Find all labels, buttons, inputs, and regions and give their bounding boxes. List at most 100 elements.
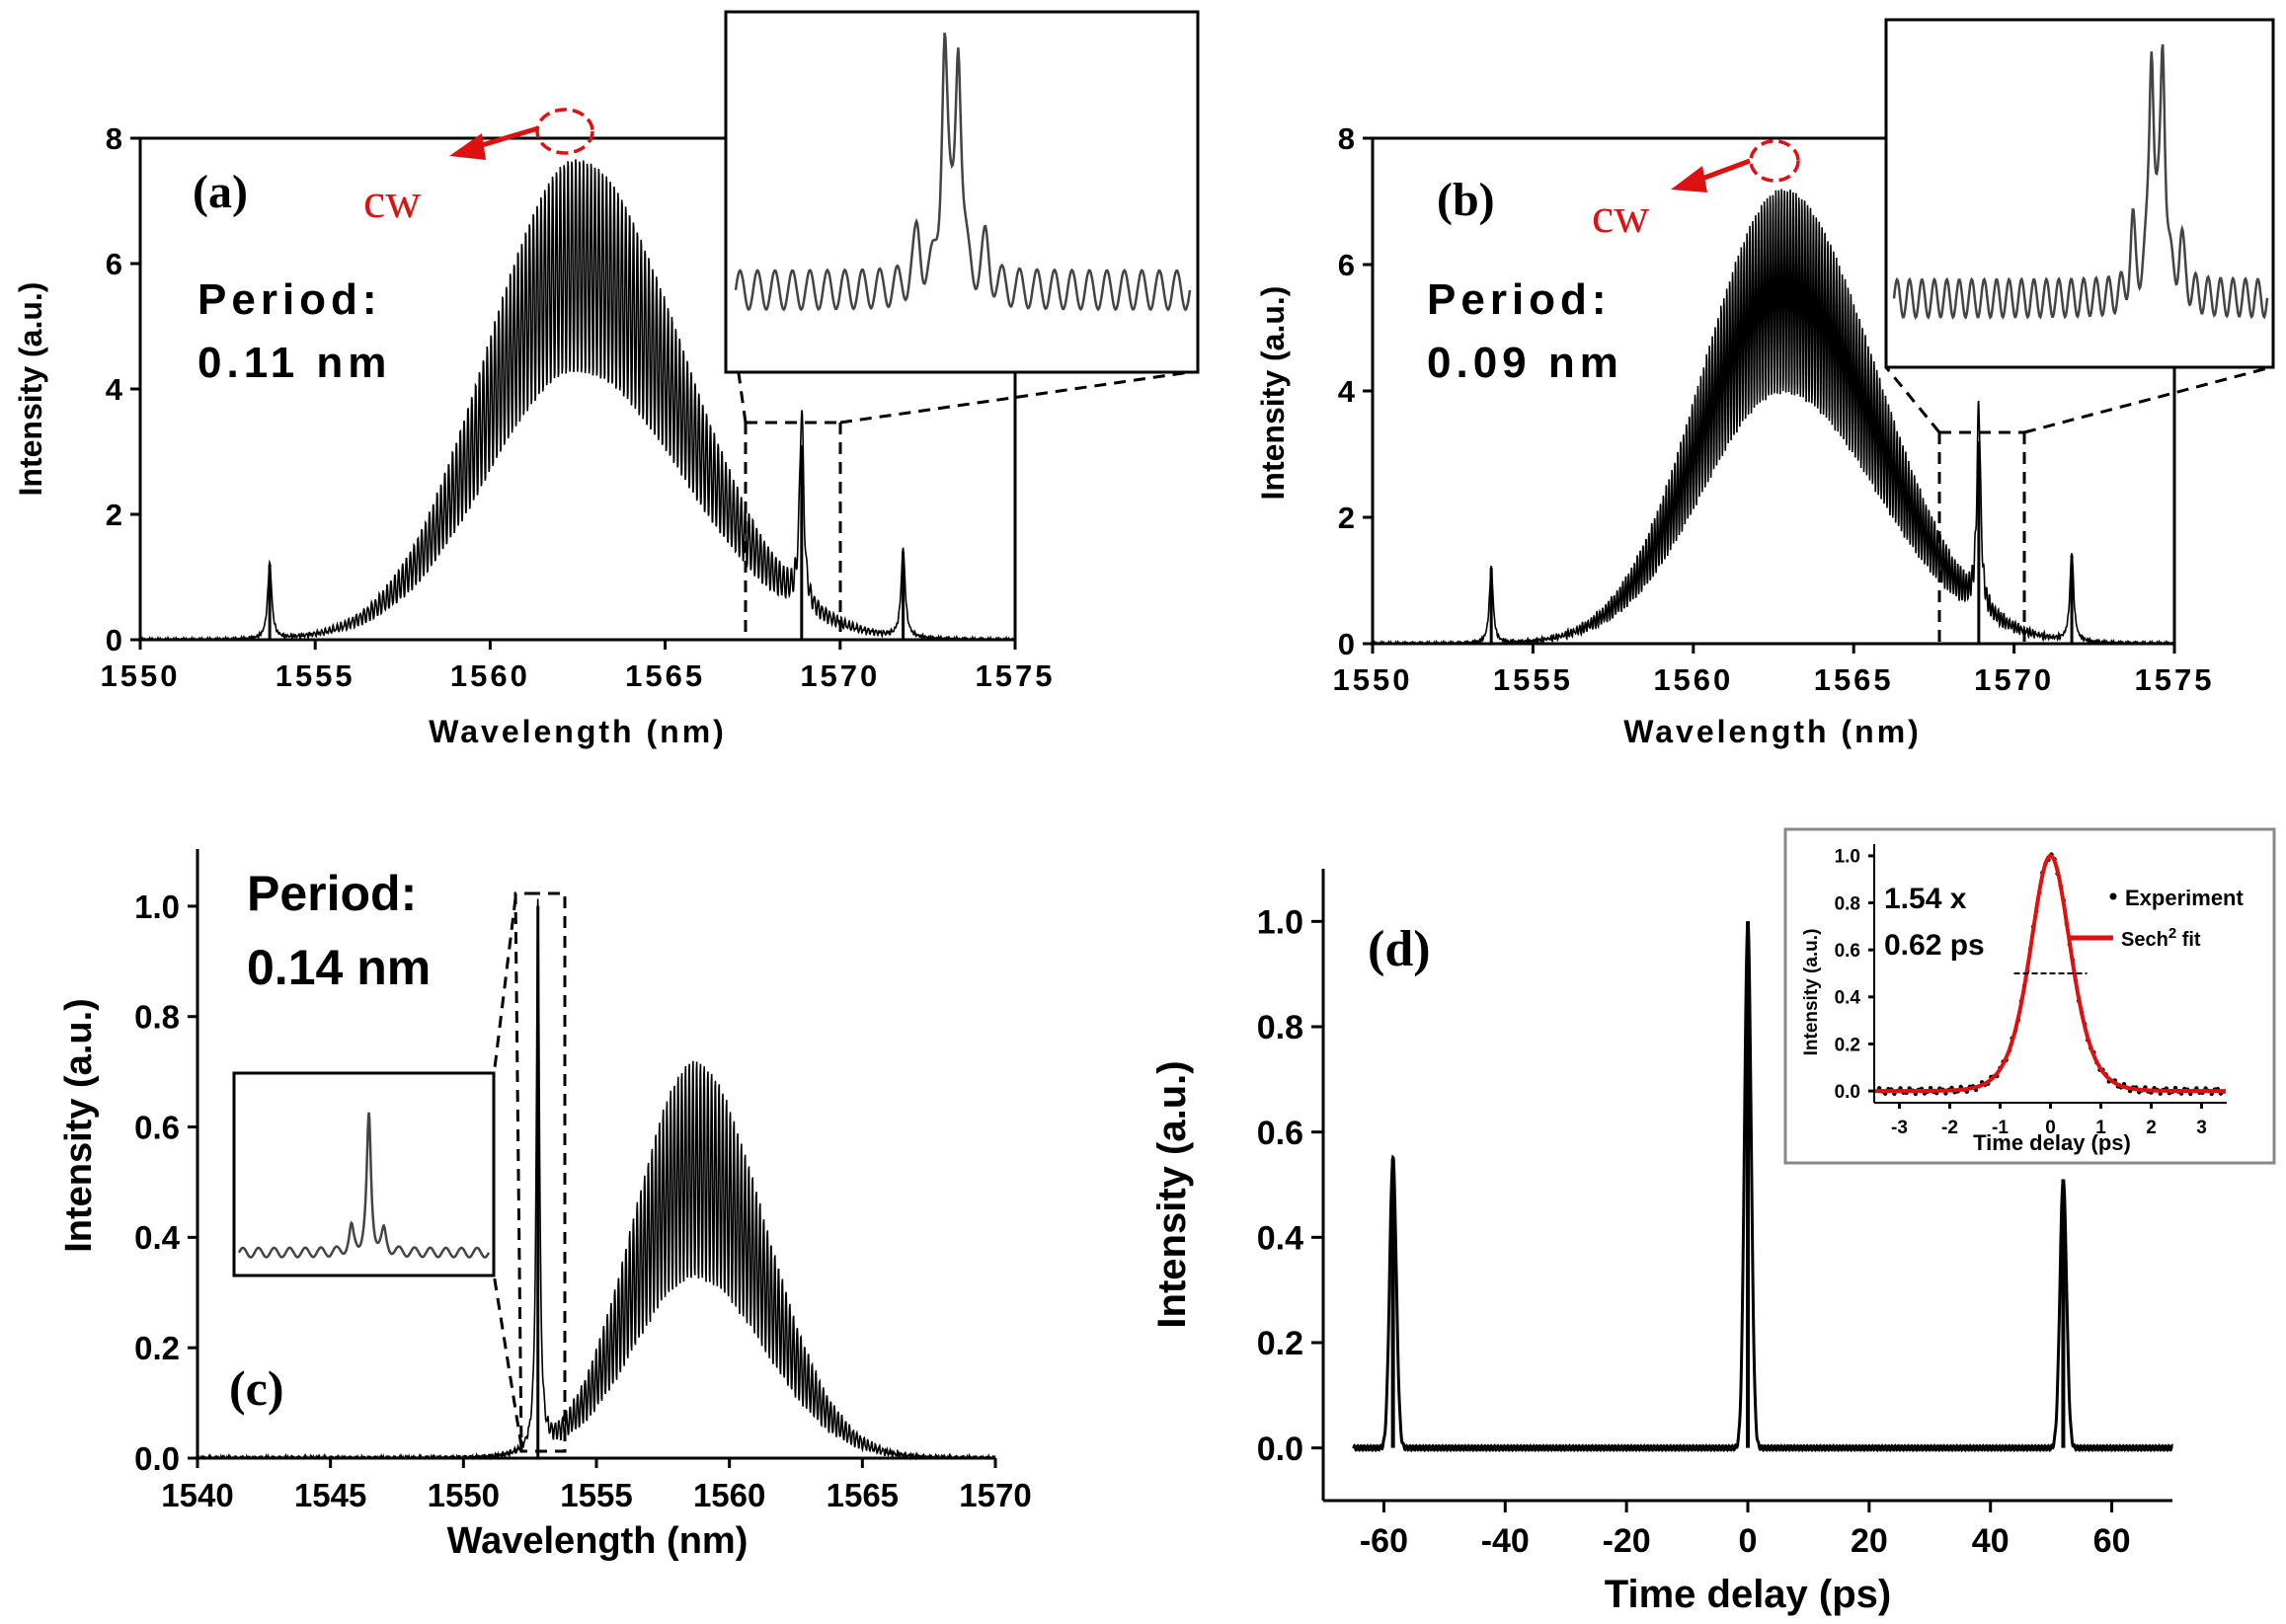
x-tick-label: 1575 bbox=[2135, 662, 2215, 697]
x-tick-label: 1 bbox=[2095, 1118, 2106, 1138]
panel-b-cw-label: cw bbox=[1592, 188, 1649, 243]
x-tick-label: 1540 bbox=[161, 1477, 233, 1513]
panel-a-cw-arrow-head bbox=[449, 133, 486, 160]
panel-d-inset-annotation-2: 0.62 ps bbox=[1884, 929, 1985, 962]
panel-d-inset-annotation-1: 1.54 x bbox=[1884, 883, 1967, 915]
spectrum-line bbox=[1372, 189, 2175, 646]
y-tick-label: 0.6 bbox=[1257, 1115, 1303, 1152]
panel-b-ylabel: Intensity (a.u.) bbox=[1255, 286, 1291, 501]
x-tick-label: -3 bbox=[1891, 1118, 1908, 1138]
panel-a-period-label: Period: bbox=[197, 275, 382, 324]
y-tick-label: 0 bbox=[1338, 627, 1355, 661]
x-tick-label: 40 bbox=[1972, 1522, 2010, 1560]
y-tick-label: 0.8 bbox=[134, 999, 180, 1036]
panel-c-y-ticks: 0.0 0.2 0.4 0.6 0.8 1.0 bbox=[134, 889, 197, 1477]
panel-b-zoom-callout bbox=[1884, 365, 2272, 644]
y-tick-label: 6 bbox=[106, 247, 122, 281]
y-tick-label: 0.2 bbox=[134, 1330, 180, 1366]
panel-c-x-ticks: 1540 1545 1550 1555 1560 1565 1570 bbox=[161, 1458, 1032, 1513]
legend-fit-suffix: fit bbox=[2176, 929, 2201, 951]
y-tick-label: 2 bbox=[106, 498, 122, 532]
y-tick-label: 0.2 bbox=[1835, 1035, 1860, 1055]
x-tick-label: 1550 bbox=[428, 1477, 500, 1513]
sech2-fit-curve bbox=[1874, 853, 2226, 1094]
x-tick-label: 0 bbox=[2045, 1118, 2056, 1138]
panel-c-inset-trace bbox=[237, 1112, 491, 1259]
y-tick-label: 0.4 bbox=[134, 1219, 181, 1256]
x-tick-label: 1550 bbox=[101, 658, 181, 693]
x-tick-label: 60 bbox=[2093, 1522, 2131, 1560]
panel-b: 1550 1555 1560 1565 1570 1575 0 2 4 6 8 Wavelengt… bbox=[1255, 18, 2275, 749]
x-tick-label: 2 bbox=[2146, 1118, 2157, 1138]
panel-d-inset-legend: Experiment Sech2 fit bbox=[2069, 886, 2244, 951]
panel-d-inset-ylabel: Intensity (a.u.) bbox=[1801, 929, 1822, 1056]
panel-c-label: (c) bbox=[229, 1360, 284, 1416]
panel-c: 1540 1545 1550 1555 1560 1565 1570 0.00.20.40.… bbox=[58, 849, 1032, 1562]
spectrum-line bbox=[139, 159, 1016, 642]
panel-d-inset-y-ticks: 0.0 0.2 0.4 0.6 0.8 1.0 bbox=[1835, 847, 1874, 1103]
x-tick-label: -1 bbox=[1992, 1118, 2009, 1138]
panel-d: -60 -40 -20 0 20 40 60 0.00.20.40.60.81.0 Time… bbox=[1150, 827, 2276, 1616]
y-tick-label: 6 bbox=[1338, 248, 1355, 282]
panel-b-cw-circle bbox=[1749, 139, 1800, 183]
y-tick-label: 0.8 bbox=[1835, 893, 1860, 914]
panel-d-xlabel: Time delay (ps) bbox=[1605, 1573, 1891, 1616]
panel-c-ylabel: Intensity (a.u.) bbox=[58, 998, 100, 1253]
x-tick-label: 1565 bbox=[625, 658, 705, 693]
panel-a-cw-label: cw bbox=[363, 173, 421, 228]
y-tick-label: 0 bbox=[106, 623, 122, 657]
x-tick-label: 1560 bbox=[693, 1477, 765, 1513]
x-tick-label: 1565 bbox=[1814, 662, 1894, 697]
x-tick-label: 1565 bbox=[827, 1477, 899, 1513]
x-tick-label: 1570 bbox=[800, 658, 880, 693]
x-tick-label: -2 bbox=[1941, 1118, 1958, 1138]
x-tick-label: 1570 bbox=[1974, 662, 2054, 697]
x-tick-label: 1555 bbox=[1493, 662, 1573, 697]
panel-a-zoom-callout bbox=[737, 369, 1198, 640]
panel-c-period-value: 0.14 nm bbox=[247, 940, 431, 995]
panel-b-y-ticks: 0 2 4 6 8 bbox=[1338, 121, 1373, 661]
x-tick-label: 1560 bbox=[1653, 662, 1733, 697]
panel-d-inset-xlabel: Time delay (ps) bbox=[1973, 1130, 2131, 1155]
panel-a-inset-frame bbox=[724, 10, 1200, 374]
panel-a-period-value: 0.11 nm bbox=[197, 339, 391, 387]
y-tick-label: 0.2 bbox=[1257, 1325, 1303, 1362]
panel-b-inset-trace bbox=[1892, 43, 2269, 320]
y-tick-label: 0.6 bbox=[1835, 941, 1860, 962]
legend-fit-prefix: Sech bbox=[2121, 929, 2168, 951]
x-tick-label: 1555 bbox=[276, 658, 355, 693]
panel-d-x-ticks: -60 -40 -20 0 20 40 60 bbox=[1360, 1501, 2131, 1560]
y-tick-label: 1.0 bbox=[1835, 847, 1860, 868]
x-tick-label: 20 bbox=[1851, 1522, 1888, 1560]
panel-c-zoom-callout bbox=[492, 891, 567, 1453]
y-tick-label: 1.0 bbox=[134, 889, 180, 925]
panel-d-inset-x-ticks: -3 -2 -1 0 1 2 3 bbox=[1891, 1103, 2207, 1138]
legend-experiment-label: Experiment bbox=[2125, 886, 2244, 910]
panel-a-inset-trace bbox=[734, 33, 1192, 312]
y-tick-label: 0.8 bbox=[1257, 1009, 1303, 1046]
y-tick-label: 0.0 bbox=[134, 1440, 180, 1477]
y-tick-label: 0.6 bbox=[134, 1109, 180, 1145]
panel-b-xlabel: Wavelength (nm) bbox=[1623, 714, 1922, 749]
x-tick-label: 1575 bbox=[976, 658, 1056, 693]
x-tick-label: 3 bbox=[2196, 1118, 2207, 1138]
x-tick-label: -20 bbox=[1603, 1522, 1651, 1560]
x-tick-label: 0 bbox=[1739, 1522, 1758, 1560]
panel-b-period-value: 0.09 nm bbox=[1427, 339, 1623, 387]
panel-a-y-ticks: 0 2 4 6 8 bbox=[106, 121, 140, 657]
panel-b-cw-arrow-shaft bbox=[1695, 158, 1751, 184]
y-tick-label: 0.0 bbox=[1835, 1082, 1860, 1103]
panel-b-spectrum bbox=[1372, 189, 2175, 646]
panel-b-label: (b) bbox=[1437, 174, 1495, 226]
panel-c-xlabel: Wavelength (nm) bbox=[447, 1520, 749, 1562]
panel-d-autocorrelation bbox=[1352, 920, 2174, 1453]
panel-c-period-label: Period: bbox=[247, 866, 417, 921]
panel-b-cw-arrow-head bbox=[1671, 166, 1707, 193]
panel-a: 1550 1555 1560 1565 1570 1575 0 2 4 6 8 Wavelengt… bbox=[13, 10, 1200, 749]
panel-d-label: (d) bbox=[1368, 921, 1431, 977]
legend-fit-label: Sech2 fit bbox=[2121, 925, 2201, 951]
x-tick-label: 1550 bbox=[1333, 662, 1413, 697]
panel-a-cw-circle bbox=[535, 108, 594, 155]
y-tick-label: 2 bbox=[1338, 501, 1355, 535]
